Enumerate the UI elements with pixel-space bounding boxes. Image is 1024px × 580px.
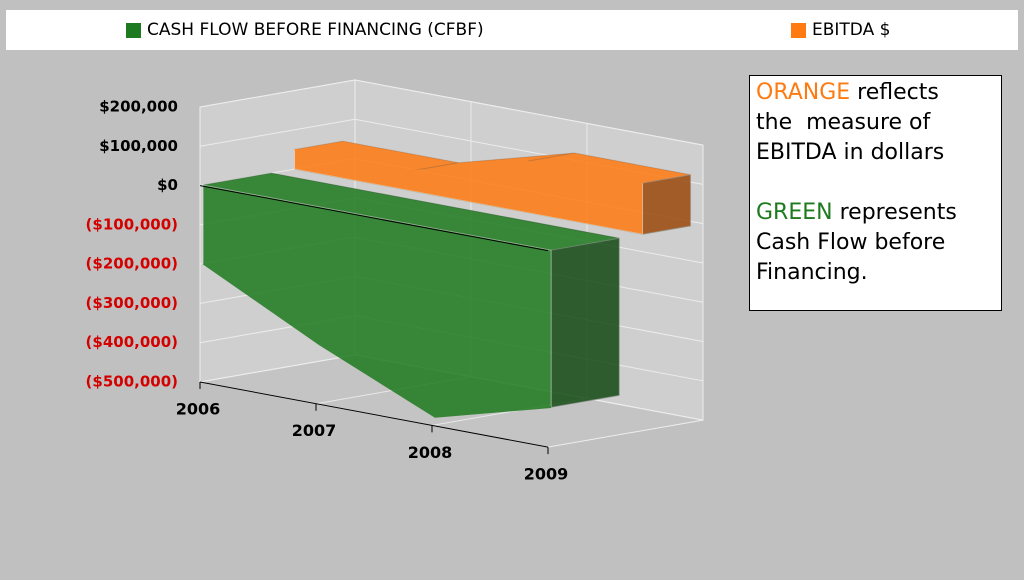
y-tick-label: $0 (157, 176, 178, 194)
annotation-highlight: ORANGE (756, 80, 851, 105)
annotation-text: the measure of (756, 110, 931, 135)
y-tick-label: ($400,000) (86, 333, 178, 351)
annotation-line: Financing. (756, 258, 995, 288)
annotation-line: ORANGE reflects (756, 78, 995, 108)
annotation-text: Cash Flow before (756, 230, 946, 255)
legend-label: EBITDA $ (812, 20, 891, 40)
legend-swatch (126, 22, 141, 38)
annotation-line: EBITDA in dollars (756, 138, 995, 168)
chart: ($500,000) ($400,000) ($300,000) ($200,000)… (86, 79, 704, 484)
ribbon-end (642, 174, 692, 235)
x-axis (199, 381, 549, 448)
series (294, 140, 692, 235)
legend: CASH FLOW BEFORE FINANCING (CFBF) EBITDA … (6, 10, 1018, 50)
grid-line (199, 79, 704, 146)
y-tick-label: ($300,000) (86, 294, 178, 312)
annotation-line: GREEN represents (756, 198, 995, 228)
annotation-line: the measure of (756, 108, 995, 138)
annotation-box: ORANGE reflects the measure of EBITDA in do… (749, 75, 1002, 311)
area-edge (294, 148, 643, 184)
zero-axis (199, 185, 549, 252)
legend-label: CASH FLOW BEFORE FINANCING (CFBF) (147, 20, 484, 40)
annotation-text: reflects (857, 80, 939, 105)
area-edge (202, 262, 552, 418)
x-tick-label: 2006 (176, 400, 221, 419)
y-tick-label: $200,000 (99, 98, 178, 116)
y-tick-label: ($500,000) (86, 373, 178, 391)
annotation-text: represents (839, 200, 957, 225)
x-tick-label: 2007 (292, 421, 337, 440)
annotation-text: EBITDA in dollars (756, 140, 945, 165)
legend-swatch (791, 22, 806, 38)
legend-item: EBITDA $ (791, 20, 890, 40)
y-tick-label: $100,000 (99, 137, 178, 155)
annotation: ORANGE reflects the measure of EBITDA in do… (756, 78, 995, 168)
x-tick-label: 2009 (524, 465, 569, 484)
annotation-highlight: GREEN (756, 200, 833, 225)
y-tick-label: ($200,000) (86, 255, 178, 273)
series (201, 172, 620, 418)
x-tick-label: 2008 (408, 443, 453, 462)
annotation: GREEN represents Cash Flow before Financing… (756, 198, 995, 288)
legend-item: CASH FLOW BEFORE FINANCING (CFBF) (126, 20, 484, 40)
y-tick-label: ($100,000) (86, 215, 178, 233)
annotation-line: Cash Flow before (756, 228, 995, 258)
ribbon-end (550, 237, 620, 408)
annotation-text: Financing. (756, 260, 868, 285)
